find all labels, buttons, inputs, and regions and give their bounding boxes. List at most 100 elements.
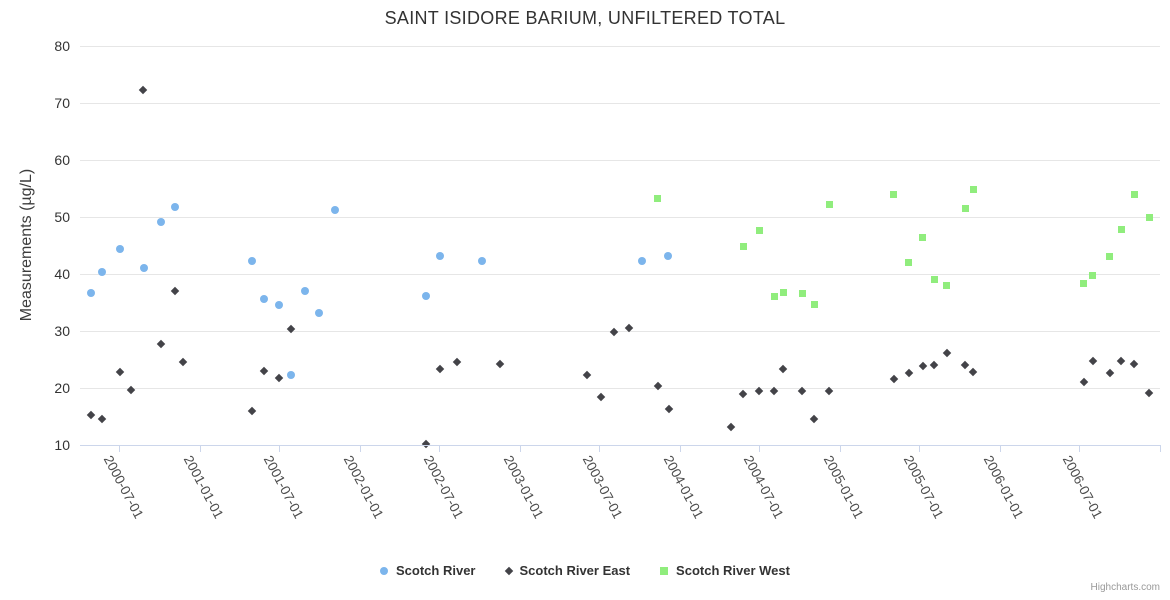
data-point-scotch-river[interactable]	[156, 217, 165, 226]
data-point-scotch-river[interactable]	[664, 251, 673, 260]
data-point-scotch-river-west[interactable]	[905, 258, 913, 266]
data-point-scotch-river-east[interactable]	[170, 286, 179, 296]
data-point-scotch-river[interactable]	[315, 308, 324, 317]
x-axis-label: 2005-01-01	[821, 453, 867, 522]
data-point-scotch-river-east[interactable]	[810, 414, 819, 424]
data-point-scotch-river-west[interactable]	[739, 242, 747, 250]
data-point-scotch-river[interactable]	[259, 295, 268, 304]
x-axis-tick	[919, 446, 921, 452]
legend-item-label: Scotch River	[396, 563, 476, 578]
data-point-scotch-river-west[interactable]	[770, 292, 778, 300]
data-point-scotch-river-east[interactable]	[889, 375, 898, 384]
data-point-scotch-river-west[interactable]	[1080, 279, 1088, 287]
x-axis-label: 2004-07-01	[740, 453, 787, 522]
data-point-scotch-river-east[interactable]	[904, 368, 913, 378]
data-point-scotch-river-west[interactable]	[756, 227, 764, 235]
x-axis-line	[80, 445, 1161, 446]
data-point-scotch-river-west[interactable]	[890, 190, 898, 198]
data-point-scotch-river-east[interactable]	[86, 410, 96, 420]
data-point-scotch-river-west[interactable]	[1106, 253, 1114, 261]
data-point-scotch-river[interactable]	[275, 300, 284, 309]
data-point-scotch-river-east[interactable]	[436, 364, 445, 373]
y-axis-label: 50	[54, 209, 70, 225]
data-point-scotch-river-west[interactable]	[810, 300, 818, 308]
x-axis-tick	[839, 446, 841, 452]
data-point-scotch-river[interactable]	[436, 251, 445, 260]
data-point-scotch-river-east[interactable]	[286, 324, 296, 333]
data-point-scotch-river-east[interactable]	[98, 415, 107, 424]
diamond-marker-icon	[504, 566, 513, 575]
data-point-scotch-river-west[interactable]	[943, 281, 951, 289]
data-point-scotch-river[interactable]	[637, 256, 646, 265]
data-point-scotch-river-east[interactable]	[115, 367, 125, 377]
x-axis-label: 2005-07-01	[900, 453, 946, 522]
data-point-scotch-river-east[interactable]	[138, 85, 147, 95]
data-point-scotch-river-east[interactable]	[1117, 356, 1126, 366]
x-axis-tick	[119, 446, 121, 452]
data-point-scotch-river-east[interactable]	[960, 360, 970, 370]
circle-marker-icon	[380, 566, 389, 575]
data-point-scotch-river[interactable]	[248, 256, 257, 265]
data-point-scotch-river-east[interactable]	[1129, 359, 1139, 369]
data-point-scotch-river-east[interactable]	[609, 327, 619, 337]
data-point-scotch-river[interactable]	[98, 267, 107, 276]
data-point-scotch-river-east[interactable]	[929, 360, 939, 370]
data-point-scotch-river-west[interactable]	[930, 276, 938, 284]
x-axis-tick	[598, 446, 600, 452]
data-point-scotch-river[interactable]	[86, 289, 95, 298]
x-axis-label: 2002-01-01	[341, 453, 387, 522]
highcharts-credits[interactable]: Highcharts.com	[1090, 582, 1160, 593]
legend-item-scotch-river-west[interactable]: Scotch River West	[660, 563, 790, 578]
data-point-scotch-river-west[interactable]	[919, 234, 927, 242]
data-point-scotch-river-east[interactable]	[1144, 388, 1154, 397]
data-point-scotch-river-east[interactable]	[274, 373, 284, 382]
data-point-scotch-river-east[interactable]	[738, 389, 747, 398]
data-point-scotch-river-east[interactable]	[247, 406, 257, 416]
data-point-scotch-river-east[interactable]	[942, 348, 951, 357]
data-point-scotch-river-east[interactable]	[178, 358, 188, 367]
data-point-scotch-river[interactable]	[287, 370, 296, 379]
data-point-scotch-river-west[interactable]	[653, 195, 661, 203]
data-point-scotch-river-east[interactable]	[596, 392, 606, 402]
data-point-scotch-river-west[interactable]	[1130, 191, 1138, 199]
data-point-scotch-river-east[interactable]	[582, 370, 591, 380]
data-point-scotch-river-east[interactable]	[156, 339, 165, 348]
data-point-scotch-river-west[interactable]	[779, 289, 787, 297]
data-point-scotch-river-west[interactable]	[1145, 213, 1153, 221]
x-axis-label: 2006-01-01	[980, 453, 1027, 522]
gridline	[80, 273, 1160, 275]
x-axis-label: 2003-01-01	[500, 453, 547, 522]
data-point-scotch-river-east[interactable]	[1105, 368, 1114, 378]
data-point-scotch-river[interactable]	[331, 206, 340, 215]
legend-item-scotch-river[interactable]: Scotch River	[380, 563, 476, 578]
data-point-scotch-river[interactable]	[478, 256, 487, 265]
data-point-scotch-river-east[interactable]	[1079, 378, 1089, 387]
data-point-scotch-river[interactable]	[300, 287, 309, 296]
data-point-scotch-river[interactable]	[115, 244, 124, 253]
data-point-scotch-river-east[interactable]	[726, 422, 736, 431]
data-point-scotch-river[interactable]	[421, 291, 430, 300]
data-point-scotch-river-west[interactable]	[961, 204, 969, 212]
data-point-scotch-river-east[interactable]	[918, 362, 927, 371]
plot-area	[80, 45, 1160, 449]
data-point-scotch-river-west[interactable]	[969, 185, 977, 193]
data-point-scotch-river-east[interactable]	[653, 382, 662, 391]
data-point-scotch-river-east[interactable]	[452, 358, 461, 367]
data-point-scotch-river-west[interactable]	[1117, 226, 1125, 234]
x-axis-tick	[1159, 446, 1161, 452]
data-point-scotch-river-west[interactable]	[798, 289, 806, 297]
data-point-scotch-river-east[interactable]	[778, 364, 788, 374]
square-marker-icon	[660, 566, 669, 575]
data-point-scotch-river-east[interactable]	[259, 366, 269, 376]
x-axis-label: 2000-07-01	[100, 453, 147, 522]
data-point-scotch-river-west[interactable]	[1089, 272, 1097, 280]
data-point-scotch-river-east[interactable]	[496, 359, 505, 369]
data-point-scotch-river[interactable]	[139, 264, 148, 273]
data-point-scotch-river-west[interactable]	[825, 200, 833, 208]
data-point-scotch-river[interactable]	[170, 202, 179, 211]
legend-item-scotch-river-east[interactable]: Scotch River East	[504, 563, 630, 578]
data-point-scotch-river-east[interactable]	[969, 367, 978, 377]
data-point-scotch-river-east[interactable]	[1088, 356, 1098, 366]
data-point-scotch-river-east[interactable]	[664, 404, 673, 414]
y-axis-label: 80	[54, 38, 70, 54]
